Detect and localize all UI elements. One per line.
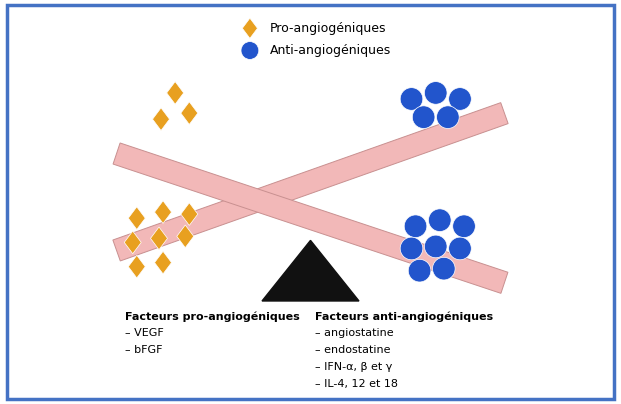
Circle shape: [424, 235, 447, 258]
Text: – bFGF: – bFGF: [125, 345, 162, 355]
Polygon shape: [155, 201, 171, 223]
Circle shape: [437, 106, 459, 128]
Text: – IL-4, 12 et 18: – IL-4, 12 et 18: [315, 379, 397, 389]
Circle shape: [432, 257, 455, 280]
Text: – endostatine: – endostatine: [315, 345, 390, 355]
Circle shape: [424, 82, 447, 104]
Text: – angiostatine: – angiostatine: [315, 328, 393, 338]
Polygon shape: [177, 225, 194, 248]
Polygon shape: [242, 18, 258, 38]
Text: Facteurs anti-angiogéniques: Facteurs anti-angiogéniques: [315, 311, 492, 322]
Polygon shape: [153, 108, 170, 130]
Text: Pro-angiogéniques: Pro-angiogéniques: [270, 22, 387, 35]
Text: Facteurs pro-angiogéniques: Facteurs pro-angiogéniques: [125, 311, 299, 322]
Circle shape: [408, 259, 431, 282]
Polygon shape: [262, 240, 359, 301]
Circle shape: [448, 88, 471, 110]
Circle shape: [404, 215, 427, 238]
Circle shape: [241, 42, 259, 59]
Circle shape: [400, 237, 423, 260]
Polygon shape: [113, 143, 508, 293]
Circle shape: [412, 106, 435, 128]
Polygon shape: [150, 227, 168, 250]
Polygon shape: [124, 231, 141, 254]
Polygon shape: [181, 102, 197, 124]
Polygon shape: [129, 207, 145, 229]
Text: – VEGF: – VEGF: [125, 328, 163, 338]
Circle shape: [428, 209, 451, 231]
Circle shape: [400, 88, 423, 110]
Text: Anti-angiogéniques: Anti-angiogéniques: [270, 44, 391, 57]
Polygon shape: [181, 203, 197, 225]
Polygon shape: [155, 251, 171, 274]
Circle shape: [453, 215, 475, 238]
Polygon shape: [113, 103, 508, 261]
Polygon shape: [166, 82, 184, 104]
Text: – IFN-α, β et γ: – IFN-α, β et γ: [315, 362, 392, 372]
Circle shape: [448, 237, 471, 260]
Polygon shape: [129, 255, 145, 278]
